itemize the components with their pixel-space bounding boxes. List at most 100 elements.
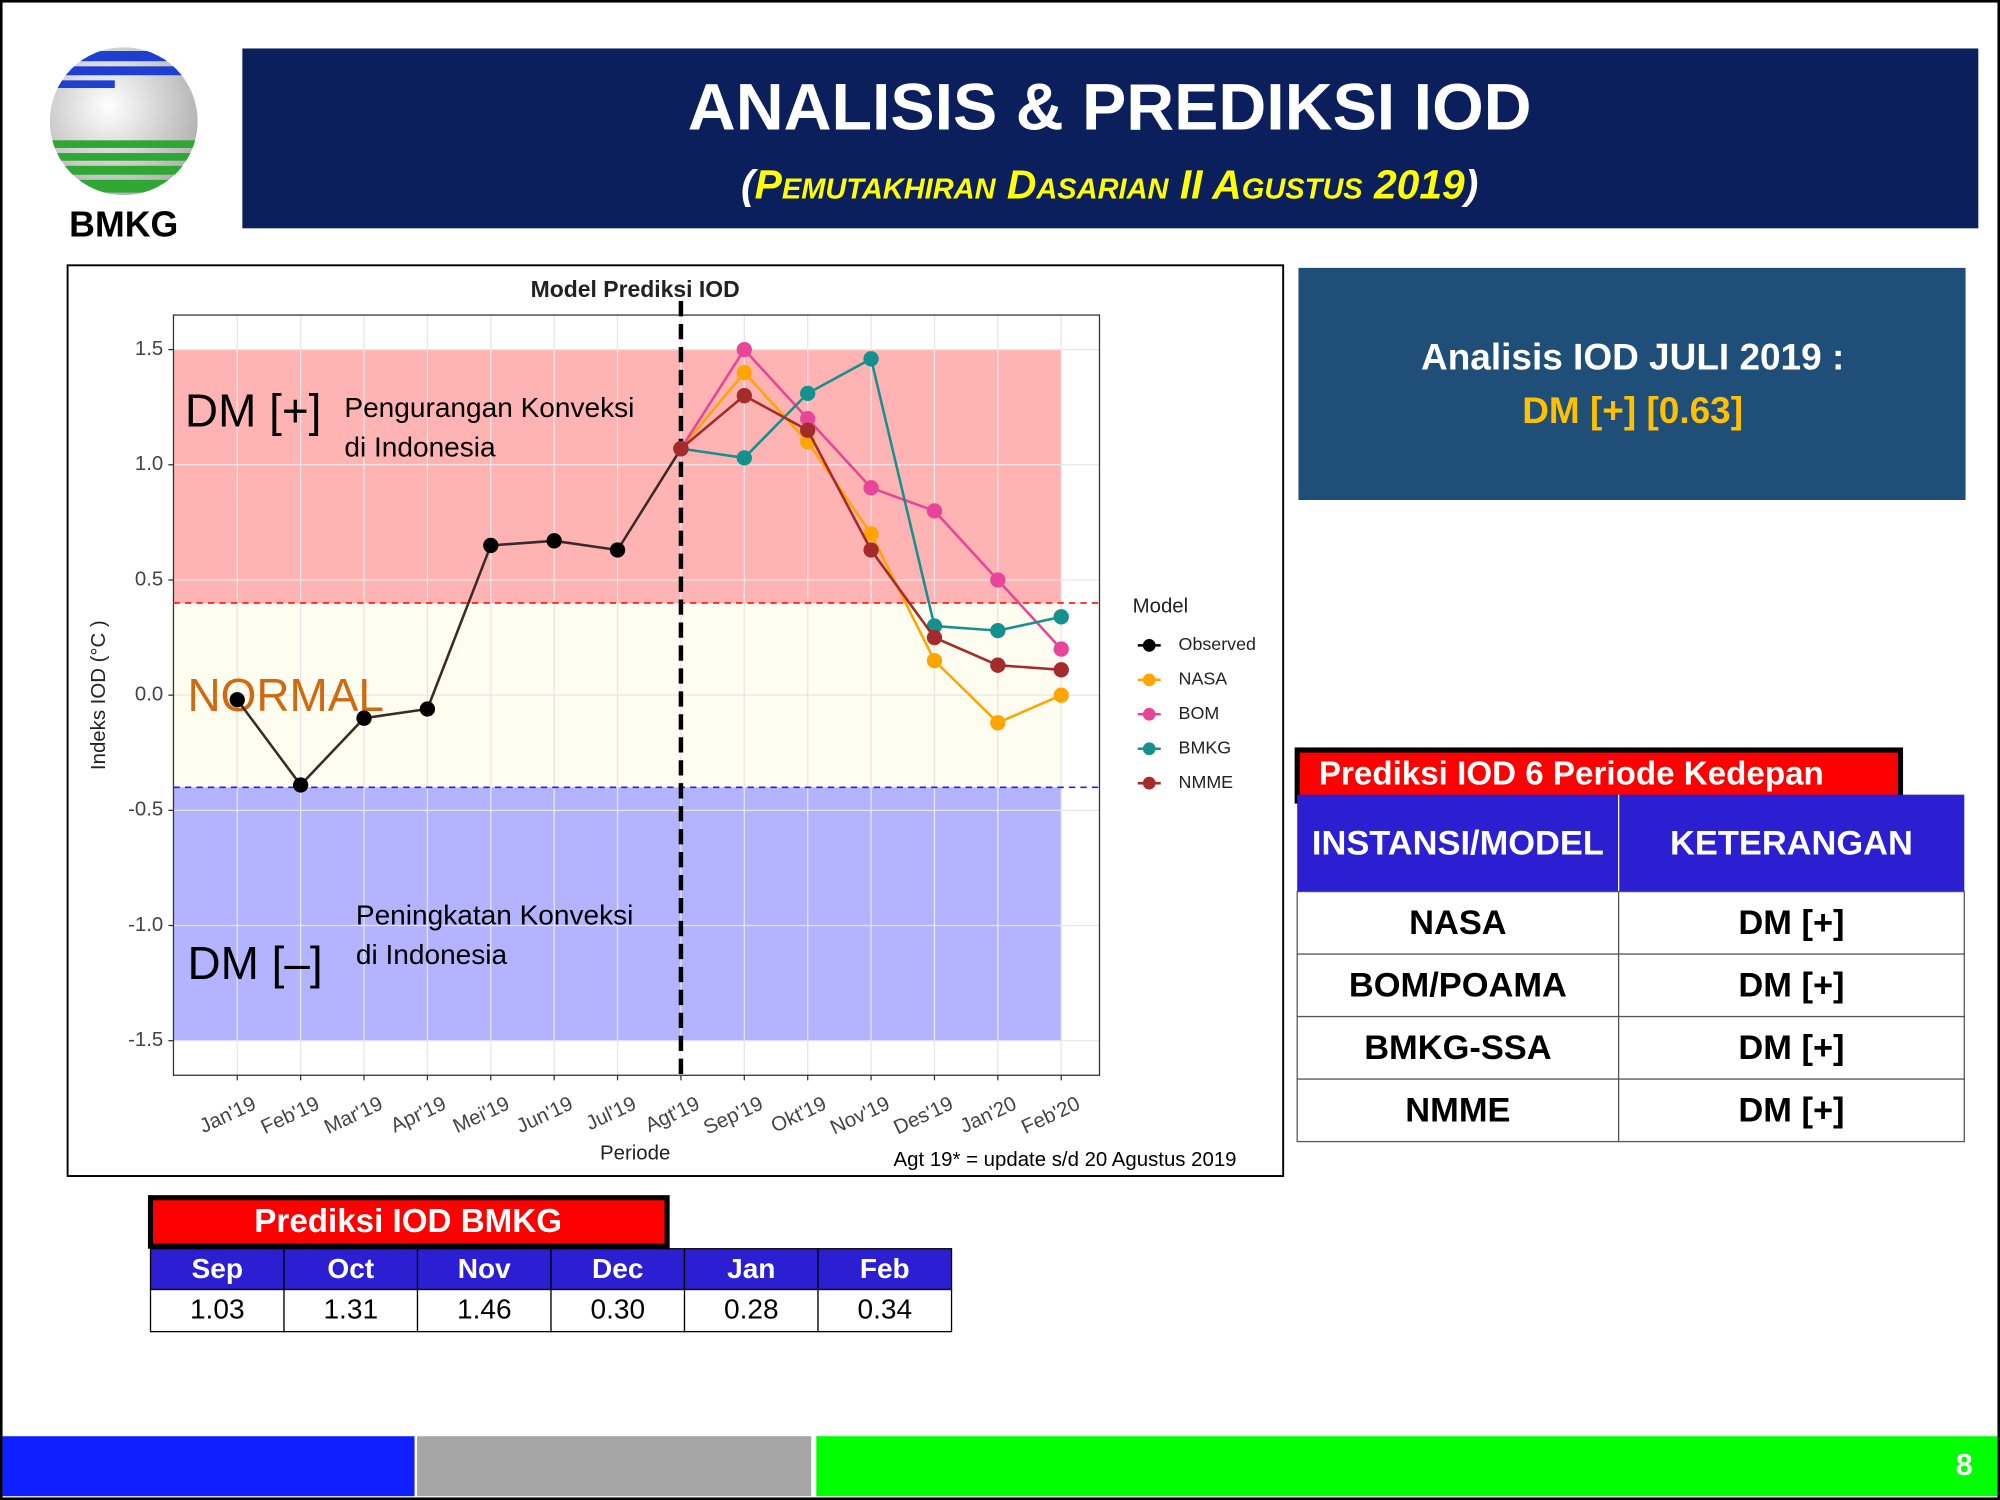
data-point <box>1053 687 1069 703</box>
table-cell <box>817 1288 953 1333</box>
table-header-cell <box>683 1248 819 1291</box>
title: ANALISIS & PREDIKSI IOD <box>688 71 1532 145</box>
table-cell <box>1296 1078 1620 1143</box>
table-cell-text: 0.28 <box>724 1294 779 1325</box>
table-header-cell <box>416 1248 552 1291</box>
band-note: di Indonesia <box>356 939 508 970</box>
analysis-title: Analisis IOD JULI 2019 : <box>1421 336 1844 377</box>
table-header: Feb <box>860 1253 910 1284</box>
table-cell <box>1296 890 1620 955</box>
paren: ( <box>741 161 759 207</box>
band-note: di Indonesia <box>344 431 496 462</box>
data-point <box>800 422 816 438</box>
table-cell <box>1296 953 1620 1018</box>
data-point <box>863 480 879 496</box>
table-title: Prediksi IOD BMKG <box>254 1203 562 1240</box>
data-point <box>1053 662 1069 678</box>
table-cell-text: BMKG-SSA <box>1364 1029 1551 1067</box>
y-tick-label: -1.5 <box>128 1029 163 1051</box>
analysis-value: DM [+] [0.63] <box>1522 390 1743 431</box>
data-point <box>736 364 752 381</box>
table-title-box <box>147 1195 670 1249</box>
table-cell <box>416 1288 552 1333</box>
legend-label: NASA <box>1179 669 1228 689</box>
footer-blue <box>2 1436 415 1497</box>
header-bar <box>242 48 1979 229</box>
data-point <box>609 542 626 558</box>
data-point <box>990 657 1006 673</box>
data-point <box>229 692 245 708</box>
table-cell-text: 1.03 <box>190 1294 245 1325</box>
analysis-box <box>1298 267 1966 500</box>
logo-text: BMKG <box>69 204 178 244</box>
table-cell-text: DM [+] <box>1738 1091 1844 1129</box>
table-cell <box>1617 890 1965 955</box>
table-cell-text: DM [+] <box>1738 966 1844 1004</box>
data-point <box>990 622 1006 639</box>
table-cell <box>149 1288 285 1333</box>
y-tick-label: 0.0 <box>135 684 163 706</box>
data-point <box>483 537 499 554</box>
table-header: Sep <box>192 1253 243 1284</box>
data-point <box>800 385 816 402</box>
table-header: KETERANGAN <box>1670 825 1913 863</box>
table-header: Oct <box>327 1253 374 1284</box>
y-tick-label: 1.0 <box>135 453 163 475</box>
data-point <box>1053 641 1069 657</box>
table-header: INSTANSI/MODEL <box>1312 825 1604 863</box>
table-cell-text: 1.31 <box>323 1294 378 1325</box>
band-label: NORMAL <box>188 669 384 721</box>
data-point <box>863 542 879 558</box>
data-point <box>1053 609 1069 625</box>
data-point <box>926 618 943 634</box>
table-header: Nov <box>458 1253 511 1284</box>
table-cell-text: NASA <box>1409 904 1507 942</box>
band-label: DM [+] <box>185 385 321 437</box>
footer-grey <box>417 1436 812 1497</box>
subtitle-text: Pemutakhiran Dasarian II Agustus 2019 <box>755 161 1465 207</box>
band-label: DM [–] <box>188 937 323 989</box>
data-point <box>926 503 943 519</box>
legend-title: Model <box>1133 596 1189 618</box>
data-point <box>546 533 562 549</box>
table-cell-text: 1.46 <box>457 1294 512 1325</box>
table-cell <box>683 1288 819 1333</box>
legend-dot <box>1142 673 1156 687</box>
footer-green <box>816 1436 1998 1497</box>
table-cell <box>1296 1015 1620 1080</box>
table-header: Jan <box>727 1253 775 1284</box>
band-note: Pengurangan Konveksi <box>344 392 634 423</box>
page-number: 8 <box>1956 1448 1973 1482</box>
table-header-cell <box>283 1248 419 1291</box>
series-line <box>236 447 683 787</box>
data-point <box>990 572 1006 588</box>
y-tick-label: -1.0 <box>128 914 163 936</box>
logo <box>49 47 198 196</box>
data-point <box>736 341 752 358</box>
legend-dot <box>1142 639 1156 652</box>
table-cell <box>283 1288 419 1333</box>
table-cell-text: 0.30 <box>590 1294 645 1325</box>
table-cell-text: 0.34 <box>857 1294 912 1325</box>
data-point <box>292 777 309 793</box>
table-header-cell <box>817 1248 953 1291</box>
data-point <box>800 411 816 427</box>
table-cell-text: DM [+] <box>1738 1029 1844 1067</box>
table-cell <box>550 1288 686 1333</box>
legend-dot <box>1142 742 1156 756</box>
data-point <box>736 450 752 466</box>
table-title: Prediksi IOD 6 Periode Kedepan <box>1319 755 1824 792</box>
table-cell-text: DM [+] <box>1738 904 1844 942</box>
table-header-row <box>1297 794 1965 892</box>
table-cell-text: BOM/POAMA <box>1349 966 1567 1004</box>
legend-label: NMME <box>1179 772 1234 792</box>
legend-dot <box>1142 776 1156 790</box>
data-point <box>356 710 372 726</box>
legend-label: BOM <box>1179 703 1220 723</box>
y-tick-label: 1.5 <box>135 338 163 360</box>
legend-label: BMKG <box>1179 737 1232 757</box>
table-cell-text: NMME <box>1405 1091 1510 1129</box>
data-point <box>736 388 752 404</box>
